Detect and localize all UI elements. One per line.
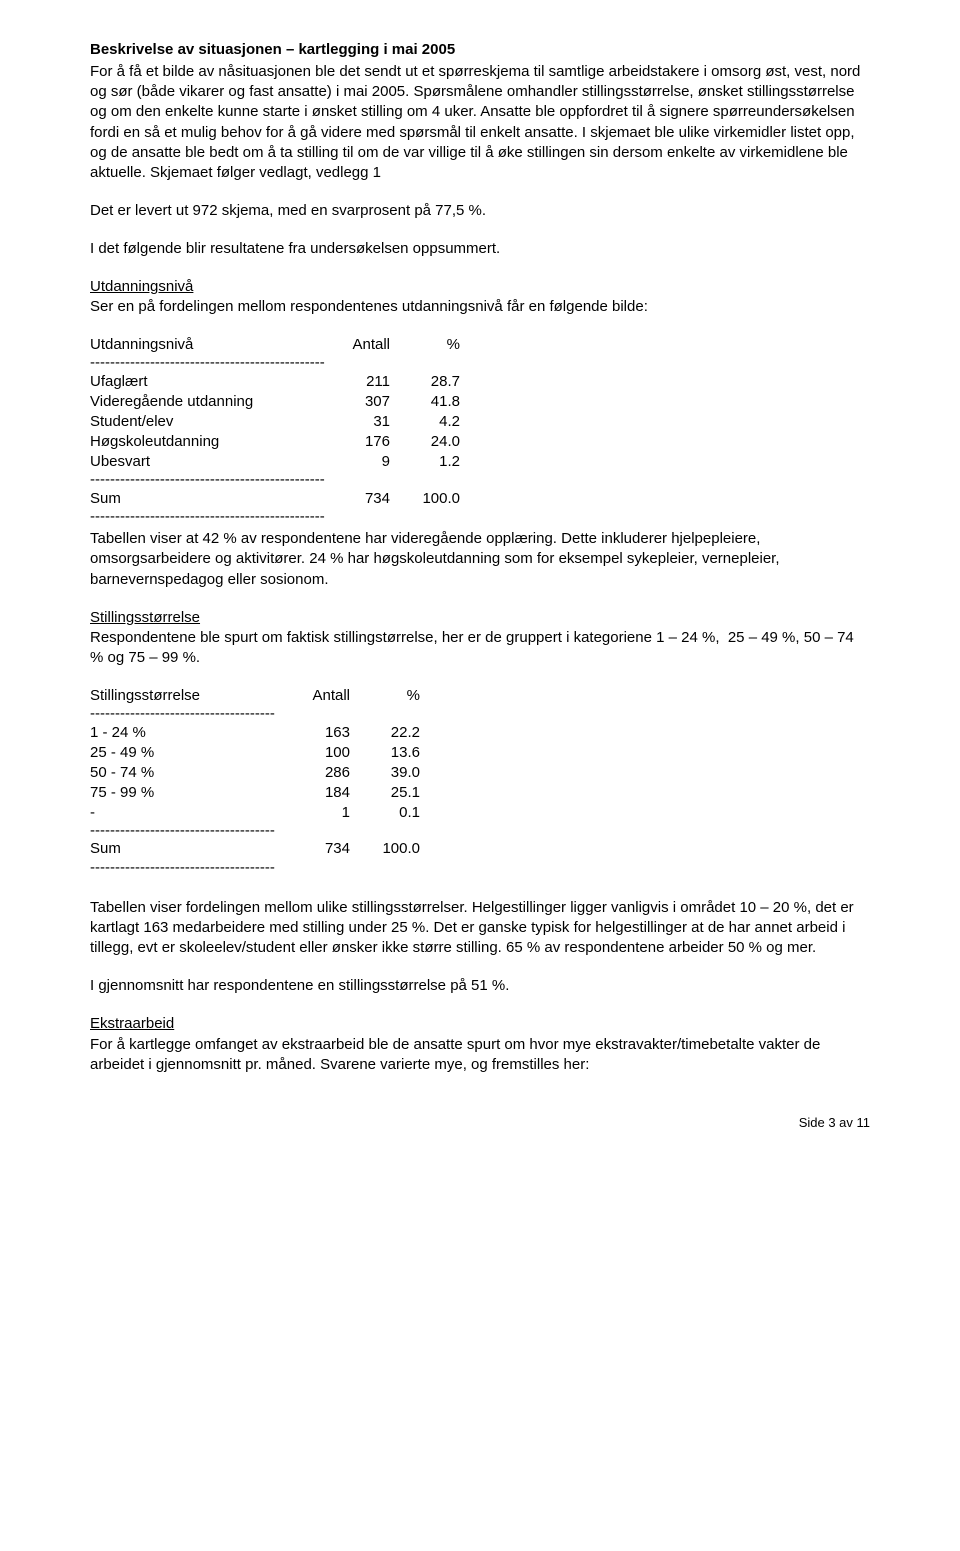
col-header: % [390, 335, 460, 355]
table-row: 25 - 49 %10013.6 [90, 743, 870, 763]
stilling-section: Stillingsstørrelse Respondentene ble spu… [90, 608, 870, 997]
divider-line: ------------------------------------- [90, 823, 870, 840]
divider-line: ----------------------------------------… [90, 355, 870, 372]
table-header-row: Stillingsstørrelse Antall % [90, 686, 870, 706]
utdanning-table: Utdanningsnivå Antall % ----------------… [90, 335, 870, 525]
table-row: 1 - 24 %16322.2 [90, 723, 870, 743]
divider-line: ------------------------------------- [90, 706, 870, 723]
col-header: % [350, 686, 420, 706]
stilling-heading: Stillingsstørrelse [90, 609, 200, 626]
utdanning-heading: Utdanningsnivå [90, 278, 193, 295]
document-page: Beskrivelse av situasjonen – kartlegging… [0, 0, 960, 1160]
table-row: Videregående utdanning30741.8 [90, 392, 870, 412]
divider-line: ------------------------------------- [90, 860, 870, 877]
table-row: Ubesvart91.2 [90, 452, 870, 472]
utdanning-text: Ser en på fordelingen mellom respondente… [90, 297, 870, 317]
summary-intro: I det følgende blir resultatene fra unde… [90, 239, 870, 259]
ekstra-section: Ekstraarbeid For å kartlegge omfanget av… [90, 1014, 870, 1074]
divider-line: ----------------------------------------… [90, 472, 870, 489]
table-row: 75 - 99 %18425.1 [90, 783, 870, 803]
utdanning-after: Tabellen viser at 42 % av respondentene … [90, 529, 870, 589]
divider-line: ----------------------------------------… [90, 509, 870, 526]
col-header: Antall [320, 335, 390, 355]
table-row: Høgskoleutdanning17624.0 [90, 432, 870, 452]
table-sum-row: Sum734100.0 [90, 839, 870, 859]
col-header: Antall [280, 686, 350, 706]
stilling-after-2: I gjennomsnitt har respondentene en stil… [90, 976, 870, 996]
table-row: 50 - 74 %28639.0 [90, 763, 870, 783]
stilling-table: Stillingsstørrelse Antall % ------------… [90, 686, 870, 876]
stilling-text: Respondentene ble spurt om faktisk still… [90, 628, 870, 668]
page-footer: Side 3 av 11 [90, 1115, 870, 1130]
stilling-after-1: Tabellen viser fordelingen mellom ulike … [90, 898, 870, 958]
table-sum-row: Sum734100.0 [90, 489, 870, 509]
ekstra-text: For å kartlegge omfanget av ekstraarbeid… [90, 1035, 870, 1075]
table-row: Student/elev314.2 [90, 412, 870, 432]
col-header: Stillingsstørrelse [90, 686, 280, 706]
table-header-row: Utdanningsnivå Antall % [90, 335, 870, 355]
table-row: Ufaglært21128.7 [90, 372, 870, 392]
ekstra-heading: Ekstraarbeid [90, 1015, 174, 1032]
intro-paragraph: For å få et bilde av nåsituasjonen ble d… [90, 62, 870, 183]
utdanning-section: Utdanningsnivå Ser en på fordelingen mel… [90, 277, 870, 590]
section-heading: Beskrivelse av situasjonen – kartlegging… [90, 40, 870, 60]
table-row: -10.1 [90, 803, 870, 823]
col-header: Utdanningsnivå [90, 335, 320, 355]
response-paragraph: Det er levert ut 972 skjema, med en svar… [90, 201, 870, 221]
